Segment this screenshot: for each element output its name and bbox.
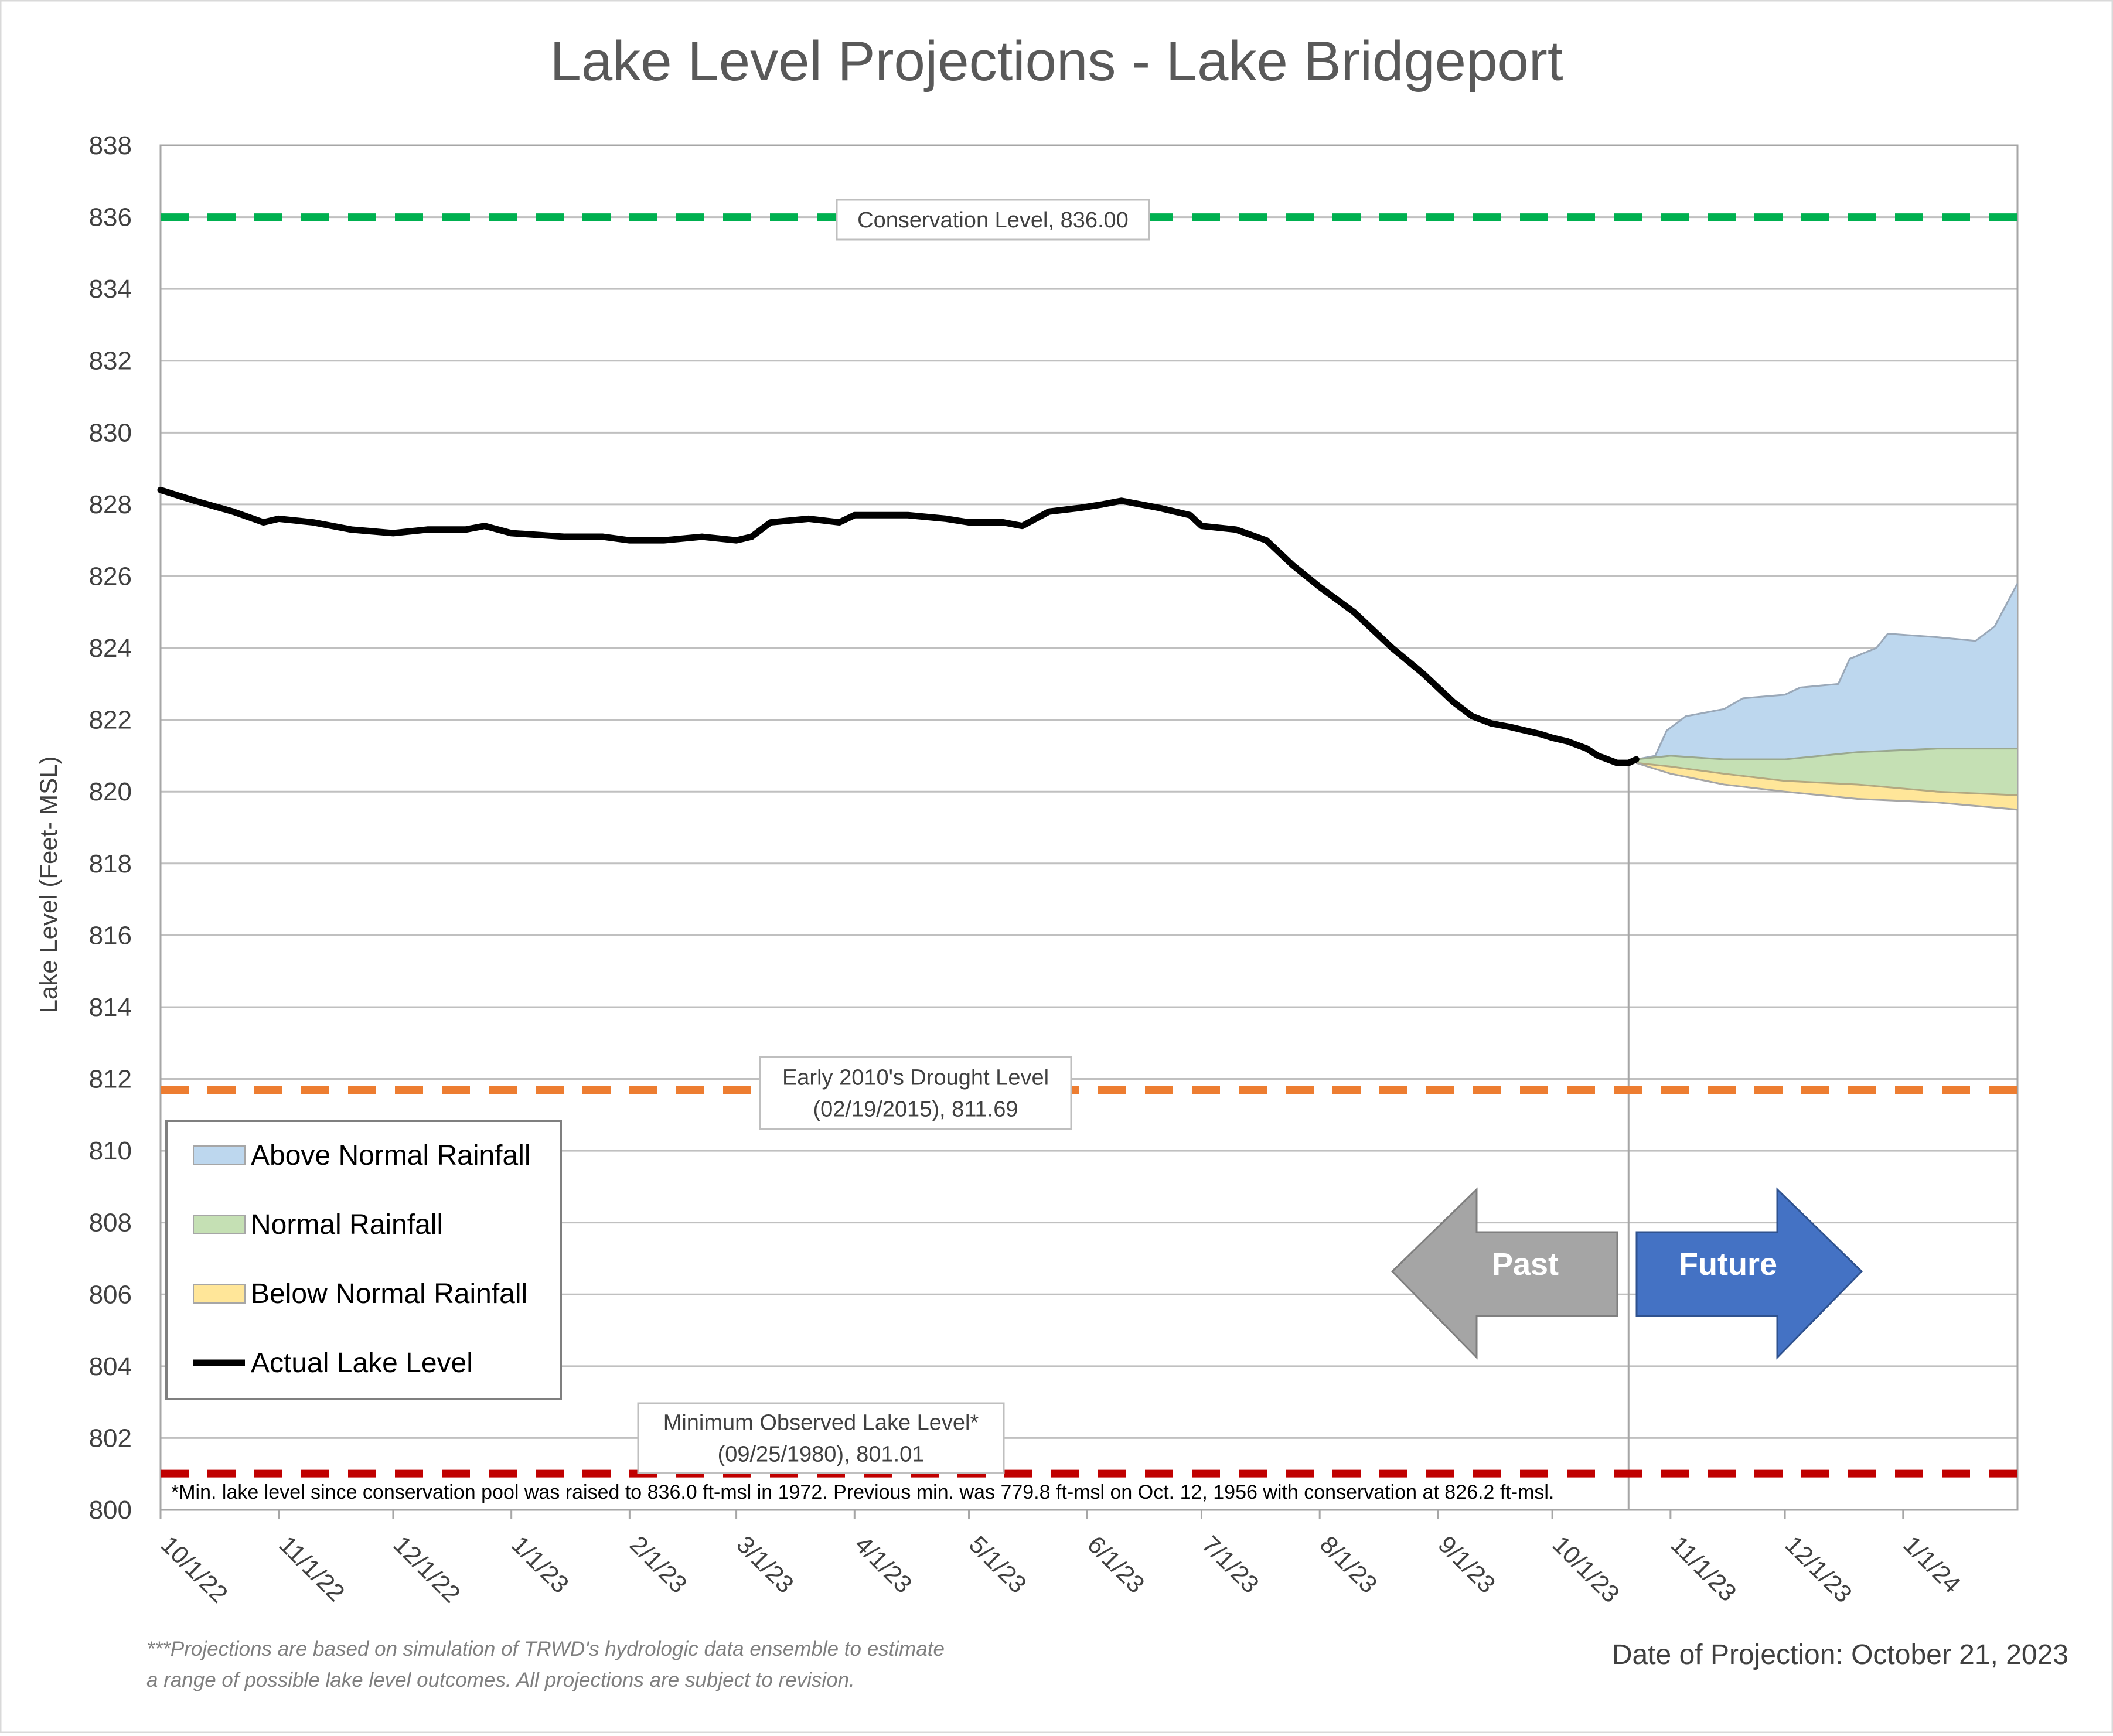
y-tick-label: 812 <box>89 1065 132 1094</box>
y-axis-title: Lake Level (Feet- MSL) <box>35 756 62 1014</box>
y-tick-label: 836 <box>89 203 132 232</box>
plot-area-border <box>159 144 2019 1511</box>
y-tick-label: 834 <box>89 275 132 303</box>
reference-label: (09/25/1980), 801.01 <box>718 1442 925 1467</box>
projection-footnote: a range of possible lake level outcomes.… <box>146 1669 855 1691</box>
projection-date-text: Date of Projection: October 21, 2023 <box>1612 1639 2068 1670</box>
reference-label: (02/19/2015), 811.69 <box>813 1097 1018 1122</box>
legend-label: Actual Lake Level <box>251 1348 473 1379</box>
reference-label: Minimum Observed Lake Level* <box>663 1411 979 1435</box>
y-tick-label: 822 <box>89 706 132 735</box>
band-lower-edge <box>1635 762 2018 811</box>
y-tick-label: 814 <box>89 993 132 1022</box>
legend-label: Normal Rainfall <box>251 1209 443 1240</box>
reference-lines: Conservation Level, 836.00 Early 2010's D… <box>161 199 2017 1478</box>
future-arrow-label: Future <box>1679 1247 1777 1282</box>
legend-label: Below Normal Rainfall <box>251 1278 527 1309</box>
y-tick-label: 810 <box>89 1137 132 1165</box>
reference-callout-box <box>836 199 1150 241</box>
y-tick-label: 828 <box>89 490 132 519</box>
y-tick-label: 804 <box>89 1352 132 1381</box>
band-normal-rainfall <box>1636 748 2017 796</box>
legend-swatch <box>193 1215 246 1234</box>
reference-callout-box <box>637 1402 1005 1474</box>
band-below-normal-rainfall <box>1636 763 2017 810</box>
projection-areas <box>1635 583 2019 811</box>
legend-box <box>165 1120 562 1400</box>
past-arrow-label: Past <box>1492 1247 1559 1282</box>
band-above-normal-rainfall <box>1636 583 2017 760</box>
actual-level-line-group <box>157 486 1640 766</box>
y-tick-label: 838 <box>89 131 132 160</box>
min-level-note: *Min. lake level since conservation pool… <box>171 1481 1554 1503</box>
reference-callout-box <box>759 1056 1072 1130</box>
past-future-arrows: Past Future <box>1391 1187 1863 1360</box>
past-arrow <box>1391 1187 1618 1360</box>
actual-lake-level-line <box>157 486 1640 766</box>
chart-title: Lake Level Projections - Lake Bridgeport <box>550 30 1563 93</box>
legend-swatch <box>193 1145 246 1165</box>
y-tick-label: 830 <box>89 418 132 447</box>
y-tick-label: 832 <box>89 347 132 376</box>
legend-swatch <box>193 1284 246 1304</box>
y-tick-label: 824 <box>89 634 132 663</box>
band-edge <box>1636 762 2018 796</box>
y-tick-label: 820 <box>89 777 132 806</box>
band-edge <box>1636 748 2017 760</box>
legend-label: Above Normal Rainfall <box>251 1140 531 1171</box>
reference-label: Conservation Level, 836.00 <box>857 208 1129 233</box>
y-tick-label: 816 <box>89 921 132 950</box>
y-tick-label: 826 <box>89 562 132 591</box>
projection-footnote: ***Projections are based on simulation o… <box>146 1638 945 1660</box>
y-tick-label: 818 <box>89 850 132 878</box>
y-tick-label: 800 <box>89 1496 132 1524</box>
band-edge <box>1636 583 2019 760</box>
reference-label: Early 2010's Drought Level <box>782 1066 1049 1090</box>
y-tick-label: 808 <box>89 1209 132 1237</box>
future-arrow <box>1635 1187 1863 1360</box>
y-tick-label: 806 <box>89 1280 132 1309</box>
notes: *Min. lake level since conservation pool… <box>146 1481 2068 1691</box>
y-tick-label: 802 <box>89 1424 132 1452</box>
legend: Above Normal Rainfall Normal Rainfall Belo… <box>165 1120 562 1400</box>
